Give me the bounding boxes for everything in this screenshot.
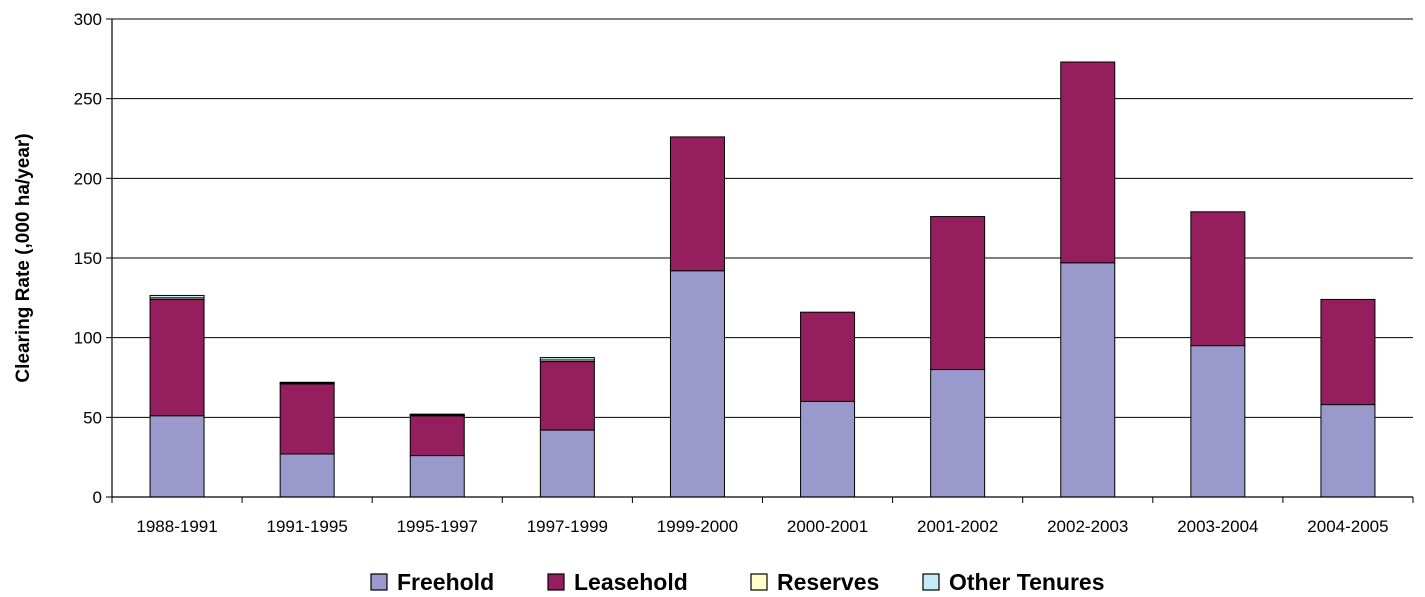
y-tick-label: 50 [83,408,102,427]
y-tick-labels: 0 50 100 150 200 250 300 [74,10,102,507]
bar-leasehold-2001-2002 [930,216,986,371]
x-tick-label: 1999-2000 [657,517,738,536]
y-tick-label: 250 [74,90,102,109]
bar-freehold-2003-2004 [1190,345,1246,498]
x-tick-label: 2000-2001 [787,517,868,536]
bar-leasehold-2003-2004 [1190,211,1246,347]
bar-leasehold-1988-1991 [149,298,205,417]
axes [106,18,1414,503]
bar-freehold-1999-2000 [669,270,725,498]
bar-leasehold-2002-2003 [1060,61,1116,264]
y-axis-title: Clearing Rate (,000 ha/year) [13,133,34,382]
x-tick-label: 1988-1991 [136,517,217,536]
x-tick-label: 2002-2003 [1047,517,1128,536]
legend-label-other-tenures: Other Tenures [949,569,1105,595]
bar-other-tenures-1991-1995 [279,381,335,384]
bars [149,61,1376,498]
bar-leasehold-2000-2001 [800,311,856,402]
bar-freehold-2004-2005 [1320,404,1376,498]
bar-leasehold-2004-2005 [1320,298,1376,406]
legend-swatch-other-tenures [922,573,940,591]
x-tick-label: 1997-1999 [527,517,608,536]
legend-label-freehold: Freehold [397,569,494,595]
bar-freehold-1988-1991 [149,415,205,498]
bar-other-tenures-1997-1999 [539,357,595,361]
y-tick-label: 300 [74,10,102,29]
bar-leasehold-1999-2000 [669,136,725,272]
bar-other-tenures-1988-1991 [149,294,205,299]
legend-label-reserves: Reserves [777,569,879,595]
bar-leasehold-1995-1997 [409,415,465,457]
x-tick-labels: 1988-1991 1991-1995 1995-1997 1997-1999 1999… [136,517,1388,536]
x-tick-label: 2004-2005 [1307,517,1388,536]
bar-leasehold-1991-1995 [279,383,335,455]
bar-freehold-2000-2001 [800,400,856,498]
legend-swatch-leasehold [547,573,565,591]
legend: Freehold Leasehold Reserves Other Tenures [370,569,1105,595]
bar-freehold-2001-2002 [930,369,986,498]
y-tick-label: 200 [74,169,102,188]
y-tick-label: 0 [93,488,102,507]
x-tick-label: 1995-1997 [397,517,478,536]
x-tick-label: 2001-2002 [917,517,998,536]
y-tick-label: 100 [74,329,102,348]
legend-label-leasehold: Leasehold [574,569,688,595]
x-tick-label: 1991-1995 [266,517,347,536]
bar-freehold-1991-1995 [279,453,335,498]
bar-freehold-1997-1999 [539,429,595,498]
bar-freehold-1995-1997 [409,455,465,498]
bar-freehold-2002-2003 [1060,262,1116,498]
bar-leasehold-1997-1999 [539,361,595,431]
legend-swatch-freehold [370,573,388,591]
legend-swatch-reserves [750,573,768,591]
x-tick-label: 2003-2004 [1177,517,1258,536]
y-tick-label: 150 [74,249,102,268]
bar-other-tenures-1995-1997 [409,413,465,416]
